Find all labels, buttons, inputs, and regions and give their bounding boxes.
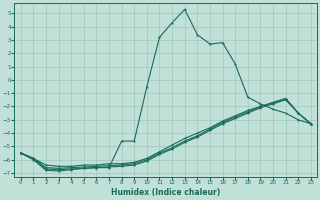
- X-axis label: Humidex (Indice chaleur): Humidex (Indice chaleur): [111, 188, 220, 197]
